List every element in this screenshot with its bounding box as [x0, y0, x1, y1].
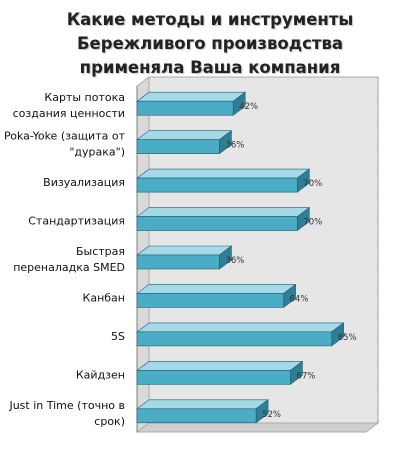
- bar: [136, 331, 332, 347]
- bar-top-face: [136, 322, 345, 333]
- category-tick-label: переналадка SMED: [13, 261, 125, 274]
- bar-top-face: [136, 168, 311, 179]
- bar-top-face: [136, 130, 233, 140]
- category-tick-label: 5S: [111, 330, 125, 343]
- bar-top-face: [136, 399, 269, 410]
- chart-title: Какие методы и инструменты Бережливого п…: [30, 8, 390, 80]
- floor-wall: [135, 422, 380, 433]
- bar-top-face: [136, 245, 233, 256]
- data-label: 70%: [303, 218, 322, 228]
- bar: [136, 216, 298, 231]
- bar: [136, 177, 298, 193]
- chart-title-line-1: Какие методы и инструменты: [66, 10, 354, 29]
- category-tick-label: Кайдзен: [76, 368, 125, 381]
- data-label: 36%: [225, 256, 244, 266]
- bar-top-face: [136, 284, 297, 294]
- bar-top-face: [136, 91, 247, 102]
- bar: [136, 370, 291, 385]
- category-tick-label: "дурака"): [69, 146, 125, 159]
- data-label: 67%: [296, 371, 315, 381]
- category-tick-label: создания ценности: [13, 107, 125, 120]
- data-label: 42%: [239, 102, 258, 112]
- data-label: 52%: [262, 410, 281, 420]
- bar: [136, 100, 234, 116]
- category-tick-label: Just in Time (точно в: [8, 399, 125, 412]
- category-tick-label: Карты потока: [44, 91, 125, 104]
- chart-title-line-2: Бережливого производства: [76, 34, 344, 53]
- data-label: 64%: [290, 294, 309, 304]
- category-tick-label: Poka-Yoke (защита от: [4, 130, 126, 143]
- bar: [136, 139, 220, 154]
- category-tick-label: Стандартизация: [28, 215, 125, 228]
- bar: [136, 293, 284, 308]
- category-tick-label: Визуализация: [43, 176, 125, 189]
- bar-top-face: [136, 207, 311, 217]
- data-label: 85%: [338, 333, 357, 343]
- data-label: 36%: [225, 141, 244, 151]
- bar-top-face: [136, 361, 304, 371]
- category-tick-label: срок): [94, 415, 125, 428]
- chart-title-line-3: применяла Ваша компания: [79, 58, 341, 77]
- bar: [136, 408, 257, 424]
- bar: [136, 254, 220, 270]
- category-tick-label: Быстрая: [76, 245, 125, 258]
- category-tick-label: Канбан: [83, 291, 125, 304]
- data-label: 70%: [303, 179, 322, 189]
